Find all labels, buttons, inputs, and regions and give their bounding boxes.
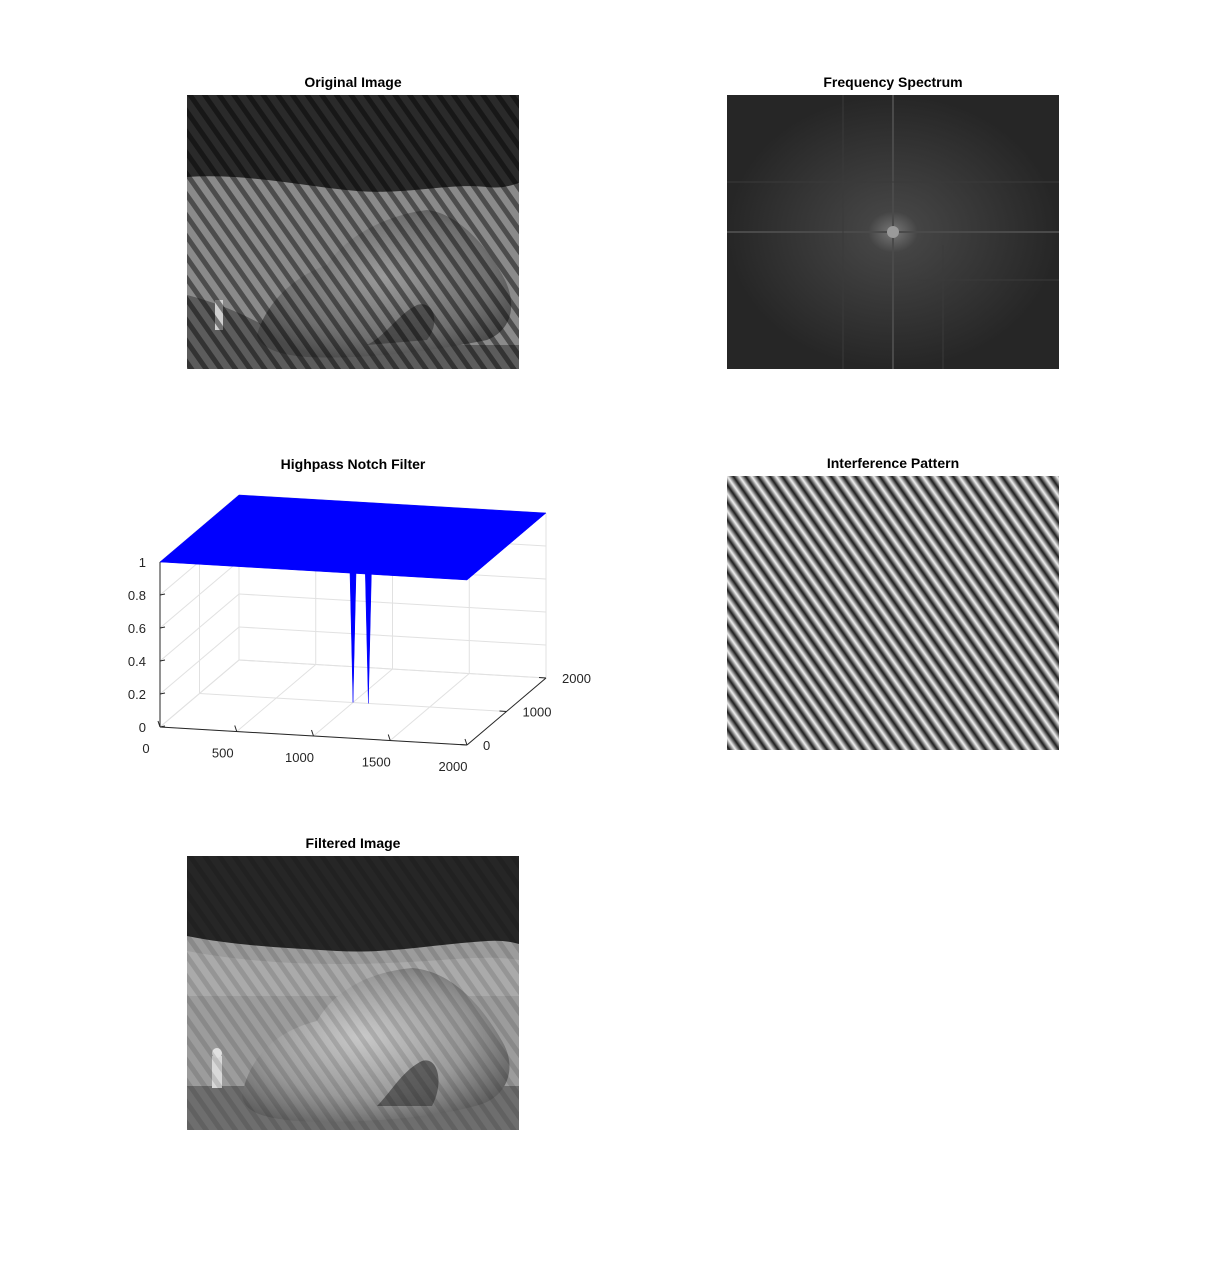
x-tick-mark (464, 738, 468, 746)
filtered-image-title: Filtered Image (305, 835, 401, 851)
notch-spike (348, 537, 358, 703)
x-tick-label: 1000 (285, 750, 314, 765)
filtered-image (187, 856, 519, 1130)
z-tick-mark (159, 725, 166, 728)
y-tick-label: 1000 (523, 705, 552, 720)
z-tick-mark (159, 692, 166, 695)
x-tick-label: 0 (142, 741, 149, 756)
x-tick-label: 1500 (362, 755, 391, 770)
grid-line (159, 626, 240, 695)
x-tick-label: 500 (212, 746, 234, 761)
z-tick-label: 0.8 (128, 588, 146, 603)
z-tick-label: 0.2 (128, 687, 146, 702)
z-tick-label: 0.4 (128, 654, 146, 669)
grid-line (159, 659, 240, 728)
original-image-title: Original Image (304, 74, 402, 90)
notch-filter-title: Highpass Notch Filter (280, 456, 426, 472)
y-tick-label: 2000 (562, 671, 591, 686)
notch-filter-chart: 0 500 1000 1500 2000 0 1000 2000 0 0.2 0.4 0.6 0.8 1 (120, 480, 610, 780)
frequency-spectrum-title: Frequency Spectrum (823, 74, 963, 90)
x-tick-mark (234, 725, 238, 732)
notch-spike (364, 537, 373, 704)
grid-line (238, 659, 547, 679)
z-tick-label: 0.6 (128, 621, 146, 636)
z-tick-mark (159, 626, 166, 629)
y-tick-mark (538, 677, 547, 679)
interference-pattern-image (727, 476, 1059, 750)
frequency-spectrum-image (727, 95, 1059, 369)
grid-line (238, 626, 547, 646)
interference-pattern-title: Interference Pattern (826, 455, 960, 471)
z-tick-label: 0 (139, 720, 146, 735)
y-tick-mark (459, 744, 468, 746)
original-image (187, 95, 519, 369)
x-tick-mark (311, 729, 314, 737)
grid-line (238, 593, 547, 613)
z-tick-mark (159, 659, 166, 662)
x-tick-label: 2000 (439, 759, 468, 774)
z-tick-label: 1 (139, 555, 146, 570)
y-tick-label: 0 (483, 738, 490, 753)
z-tick-mark (159, 593, 166, 596)
x-tick-mark (387, 734, 391, 741)
x-tick-mark (157, 720, 161, 728)
y-tick-mark (499, 710, 507, 712)
grid-line (159, 560, 240, 629)
grid-line (159, 593, 240, 662)
